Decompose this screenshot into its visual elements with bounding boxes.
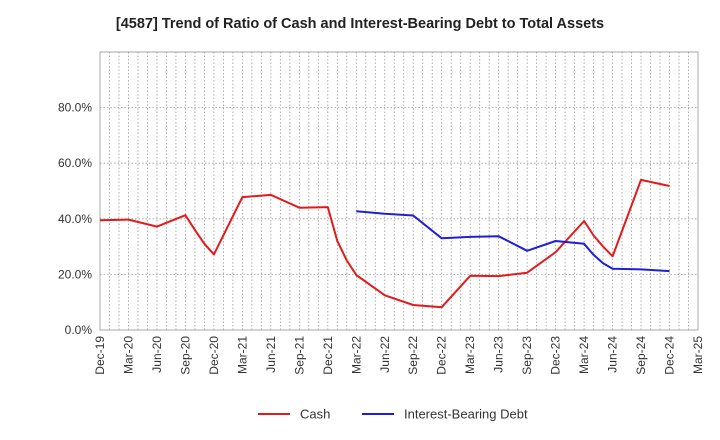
- x-tick-label: Jun-23: [492, 336, 506, 373]
- series-line-interest-bearing-debt: [356, 210, 670, 273]
- x-tick-label: Sep-21: [292, 336, 306, 375]
- x-tick-label: Dec-20: [207, 336, 221, 375]
- x-tick-label: Jun-21: [264, 336, 278, 373]
- y-tick-label: 40.0%: [58, 212, 92, 226]
- y-tick-label: 60.0%: [58, 156, 92, 170]
- x-tick-label: Mar-24: [577, 336, 591, 374]
- x-tick-label: Dec-21: [321, 336, 335, 375]
- series-line-cash: [99, 178, 670, 309]
- x-tick-label: Jun-22: [378, 336, 392, 373]
- x-tick-label: Dec-22: [435, 336, 449, 375]
- y-tick-label: 0.0%: [65, 323, 93, 337]
- x-tick-label: Sep-24: [634, 336, 648, 375]
- x-tick-label: Mar-22: [349, 336, 363, 374]
- x-tick-label: Sep-20: [178, 336, 192, 375]
- y-tick-label: 80.0%: [58, 101, 92, 115]
- x-tick-label: Dec-23: [549, 336, 563, 375]
- chart-title: [4587] Trend of Ratio of Cash and Intere…: [115, 16, 605, 32]
- legend-interest-bearing-debt-label: Interest-Bearing Debt: [404, 407, 528, 422]
- x-tick-label: Mar-23: [463, 336, 477, 374]
- x-tick-label: Jun-20: [150, 336, 164, 373]
- x-tick-label: Mar-20: [121, 336, 135, 374]
- x-tick-label: Sep-23: [520, 336, 534, 375]
- x-tick-label: Sep-22: [406, 336, 420, 375]
- x-tick-label: Mar-21: [235, 336, 249, 374]
- x-tick-label: Mar-25: [691, 336, 705, 374]
- y-tick-label: 20.0%: [58, 267, 92, 281]
- legend-cash-label: Cash: [300, 407, 330, 422]
- x-tick-label: Dec-19: [93, 336, 107, 375]
- plot-area: [99, 51, 699, 331]
- x-tick-label: Dec-24: [663, 336, 677, 375]
- x-tick-label: Jun-24: [606, 336, 620, 373]
